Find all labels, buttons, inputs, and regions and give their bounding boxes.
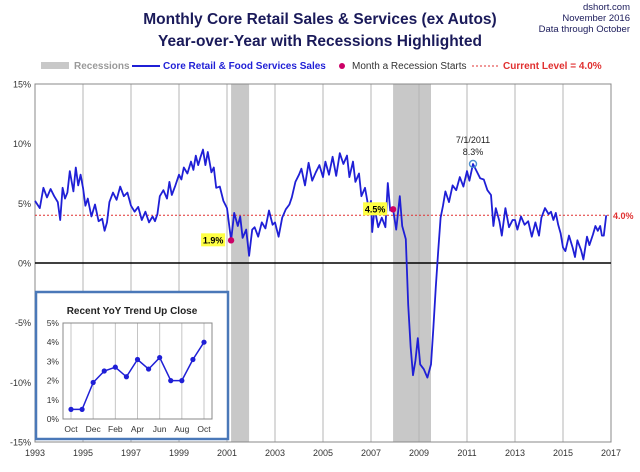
inset-plot-frame <box>62 322 213 420</box>
peak-marker <box>468 159 478 169</box>
inset-data-point <box>101 368 107 374</box>
legend-series-label: Core Retail & Food Services Sales <box>163 61 326 72</box>
x-axis-ticks: 1993 1995 1997 1999 2001 2003 2005 2007 2009 2011… <box>25 448 621 458</box>
inset-y-tick-label: 5% <box>47 318 60 328</box>
legend-recession-start-marker <box>339 63 345 69</box>
inset-x-tick-label: Oct <box>64 424 78 434</box>
inset-y-tick-label: 0% <box>47 414 60 424</box>
x-tick-label: 1999 <box>169 448 189 458</box>
x-tick-label: 2017 <box>601 448 621 458</box>
current-level-value: 4.0% <box>613 211 634 221</box>
y-axis-ticks: 15% 10% 5% 0% -5% -10% -15% <box>10 80 31 448</box>
legend-recessions-label: Recessions <box>74 61 130 72</box>
inset-gridlines <box>70 323 205 419</box>
inset-y-tick-label: 2% <box>47 376 60 386</box>
inset-x-tick-label: Aug <box>174 424 189 434</box>
inset-chart: Recent YoY Trend Up Close 0% 1% 2% 3% 4% 5% O… <box>34 290 230 441</box>
y-tick-label: 15% <box>13 80 31 90</box>
series-line <box>34 148 608 379</box>
legend-recession-start-label: Month a Recession Starts <box>352 61 467 72</box>
inset-y-axis-ticks: 0% 1% 2% 3% 4% 5% <box>47 318 60 424</box>
recession-start-marker <box>389 206 397 213</box>
x-tick-label: 2015 <box>553 448 573 458</box>
legend-recession-swatch <box>41 62 69 69</box>
annotations: 1.9% 4.5% 4.0% 7/1/2011 8.3% <box>201 135 634 247</box>
inset-y-tick-label: 1% <box>47 395 60 405</box>
inset-x-tick-label: Apr <box>131 424 144 434</box>
inset-border <box>34 290 230 441</box>
y-tick-label: 10% <box>13 139 31 149</box>
chart-title-line1: Monthly Core Retail Sales & Services (ex… <box>143 11 496 28</box>
inset-title: Recent YoY Trend Up Close <box>67 306 198 317</box>
inset-y-tick-label: 3% <box>47 356 60 366</box>
inset-y-tick-label: 4% <box>47 337 60 347</box>
inset-data-point <box>134 356 141 363</box>
inset-data-point <box>157 354 163 361</box>
inset-x-tick-label: Dec <box>86 424 102 434</box>
y-tick-label: -5% <box>15 318 31 328</box>
date-label-line1: November 2016 <box>562 13 630 24</box>
inset-x-tick-label: Jun <box>153 424 167 434</box>
inset-data-point <box>123 374 130 380</box>
inset-data-point <box>68 406 74 412</box>
recession-start-callout <box>363 202 388 216</box>
x-tick-label: 2005 <box>313 448 333 458</box>
x-tick-label: 1997 <box>121 448 141 458</box>
recession-start-value: 1.9% <box>203 235 224 245</box>
chart-title-line2: Year-over-Year with Recessions Highlight… <box>158 33 482 50</box>
inset-data-point <box>201 339 207 345</box>
inset-x-tick-label: Feb <box>108 424 123 434</box>
y-tick-label: -15% <box>10 438 31 448</box>
x-tick-label: 1995 <box>73 448 93 458</box>
x-tick-label: 2001 <box>217 448 237 458</box>
recession-start-marker <box>227 237 235 244</box>
inset-data-point <box>168 378 174 384</box>
peak-date-label: 7/1/2011 <box>456 135 490 145</box>
inset-points <box>68 339 207 412</box>
inset-data-point <box>112 364 118 370</box>
inset-data-point <box>190 356 196 363</box>
x-tick-label: 2003 <box>265 448 285 458</box>
x-tick-label: 2009 <box>409 448 429 458</box>
x-tick-label: 1993 <box>25 448 45 458</box>
y-tick-label: 5% <box>18 199 31 209</box>
recession-start-value: 4.5% <box>365 204 386 214</box>
inset-x-tick-label: Oct <box>197 424 211 434</box>
date-label-line2: Data through October <box>539 24 630 35</box>
legend-current-level-label: Current Level = 4.0% <box>503 61 602 72</box>
inset-x-axis-ticks: Oct Dec Feb Apr Jun Aug Oct <box>64 424 211 434</box>
legend: Recessions Core Retail & Food Services S… <box>41 61 602 72</box>
inset-data-point <box>179 378 185 384</box>
inset-data-point <box>90 379 96 386</box>
x-tick-label: 2007 <box>361 448 381 458</box>
y-tick-label: 0% <box>18 259 31 269</box>
inset-data-point <box>79 406 85 412</box>
y-tick-label: -10% <box>10 378 31 388</box>
peak-value-label: 8.3% <box>463 147 484 157</box>
recession-start-callout <box>201 233 226 247</box>
source-label: dshort.com <box>583 2 630 13</box>
x-tick-label: 2013 <box>505 448 525 458</box>
inset-data-point <box>145 366 152 372</box>
x-tick-label: 2011 <box>457 448 476 458</box>
